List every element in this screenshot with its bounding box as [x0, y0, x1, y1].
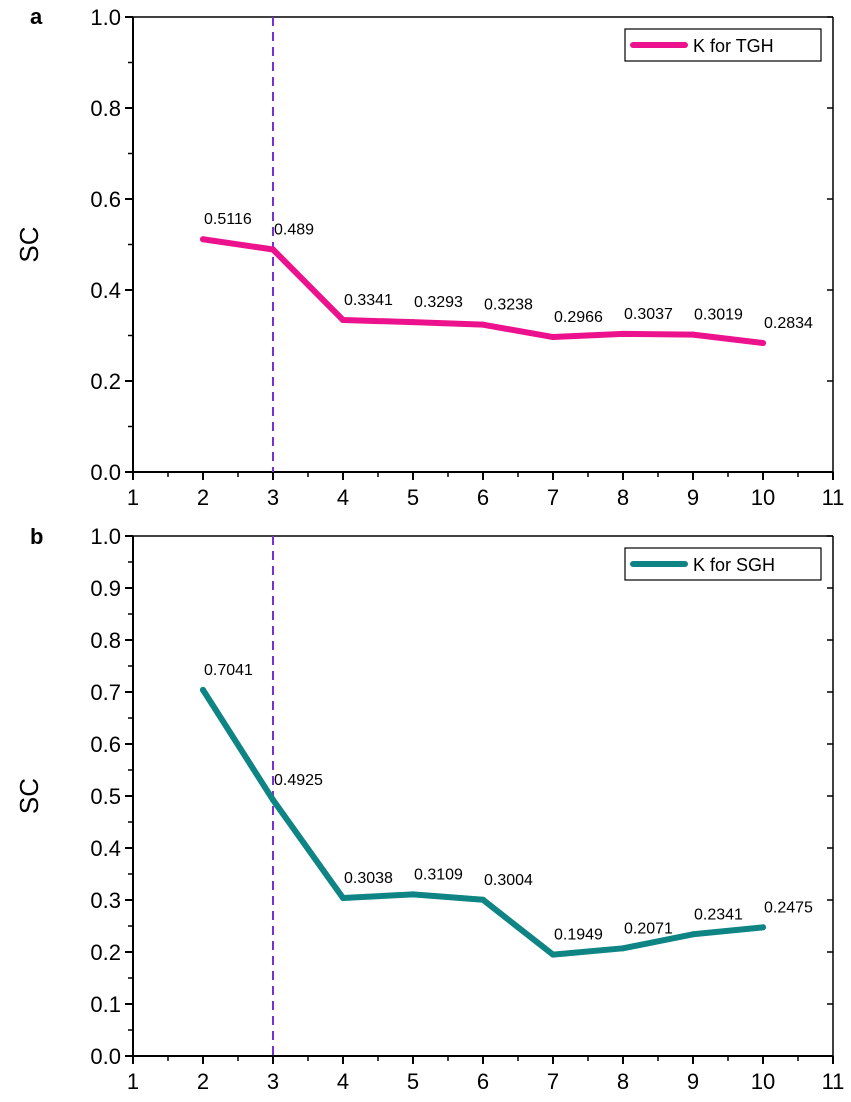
data-point	[200, 686, 206, 693]
y-tick-label: 0.4	[90, 836, 121, 861]
chart-panel-a: 0.0 0.2 0.4 0.6 0.8 1.0 1 2 3 4 5 6 7 8 9 10 11 a SC 0.5116…	[14, 4, 844, 510]
data-point	[760, 340, 766, 347]
data-label: 0.3019	[694, 307, 743, 324]
panel-label: b	[30, 524, 43, 549]
x-tick-label: 9	[687, 485, 699, 510]
series-line	[200, 686, 766, 958]
data-label: 0.3238	[484, 297, 533, 314]
data-point	[550, 951, 556, 958]
data-point	[480, 896, 486, 903]
data-label: 0.2834	[764, 315, 813, 332]
data-point	[270, 246, 276, 253]
x-tick-label: 5	[407, 1069, 419, 1094]
x-tick-label: 3	[267, 485, 279, 510]
y-tick-label: 1.0	[90, 5, 121, 30]
x-tick-label: 6	[477, 1069, 489, 1094]
y-tick-label: 0.1	[90, 992, 121, 1017]
y-tick-label: 0.8	[90, 628, 121, 653]
x-tick-label: 9	[687, 1069, 699, 1094]
x-tick-label: 3	[267, 1069, 279, 1094]
x-tick-label: 4	[337, 485, 349, 510]
x-tick-label: 5	[407, 485, 419, 510]
data-label: 0.7041	[204, 662, 253, 679]
data-point	[480, 321, 486, 328]
data-point	[550, 334, 556, 341]
x-tick-label: 7	[547, 485, 559, 510]
y-tick-label: 0.6	[90, 187, 121, 212]
y-tick-label: 0.6	[90, 732, 121, 757]
x-tick-label: 1	[127, 485, 139, 510]
data-point	[410, 891, 416, 898]
y-tick-label: 0.2	[90, 940, 121, 965]
data-point	[340, 895, 346, 902]
x-tick-label: 1	[127, 1069, 139, 1094]
data-label: 0.3293	[414, 294, 463, 311]
y-tick-label: 0.7	[90, 680, 121, 705]
data-label: 0.2966	[554, 309, 603, 326]
data-point	[620, 945, 626, 952]
data-label: 0.3004	[484, 872, 533, 889]
data-label: 0.3109	[414, 866, 463, 883]
data-label: 0.5116	[204, 211, 252, 228]
y-tick-label: 0.8	[90, 96, 121, 121]
data-point	[200, 236, 206, 243]
y-tick-label: 1.0	[90, 524, 121, 549]
data-point	[270, 796, 276, 803]
x-tick-label: 10	[751, 1069, 775, 1094]
y-tick-label: 0.5	[90, 784, 121, 809]
y-axis-title: SC	[14, 778, 44, 814]
data-label: 0.4925	[274, 772, 323, 789]
data-label: 0.489	[274, 222, 314, 239]
data-point	[410, 319, 416, 326]
data-label: 0.2475	[764, 899, 813, 916]
legend-label: K for TGH	[693, 36, 774, 56]
x-tick-label: 8	[617, 1069, 629, 1094]
data-label: 0.3037	[624, 306, 673, 323]
data-point	[620, 330, 626, 337]
y-tick-label: 0.4	[90, 278, 121, 303]
data-label: 0.1949	[554, 927, 603, 944]
data-label: 0.3038	[344, 870, 393, 887]
y-axis-title: SC	[14, 226, 44, 262]
data-label: 0.2071	[624, 920, 673, 937]
x-tick-label: 7	[547, 1069, 559, 1094]
x-tick-label: 6	[477, 485, 489, 510]
chart-panel-b: 0.0 0.1 0.2 0.3 0.4 0.5 0.6 0.7 0.8 0.9 1.0 1 2 3 4 5 6 7…	[14, 524, 844, 1094]
y-tick-label: 0.0	[90, 1044, 121, 1069]
data-point	[760, 924, 766, 931]
y-tick-label: 0.9	[90, 576, 121, 601]
x-tick-label: 2	[197, 485, 209, 510]
y-tick-label: 0.0	[90, 460, 121, 485]
x-tick-label: 4	[337, 1069, 349, 1094]
data-label: 0.3341	[344, 292, 393, 309]
x-tick-label: 11	[822, 485, 845, 510]
data-point	[690, 331, 696, 338]
x-tick-label: 8	[617, 485, 629, 510]
legend-label: K for SGH	[693, 555, 775, 575]
data-point	[340, 316, 346, 323]
x-tick-label: 10	[751, 485, 775, 510]
x-tick-label: 2	[197, 1069, 209, 1094]
x-tick-label: 11	[822, 1069, 845, 1094]
panel-label: a	[30, 4, 43, 29]
data-label: 0.2341	[694, 906, 743, 923]
y-tick-label: 0.3	[90, 888, 121, 913]
data-point	[690, 931, 696, 938]
y-tick-label: 0.2	[90, 369, 121, 394]
